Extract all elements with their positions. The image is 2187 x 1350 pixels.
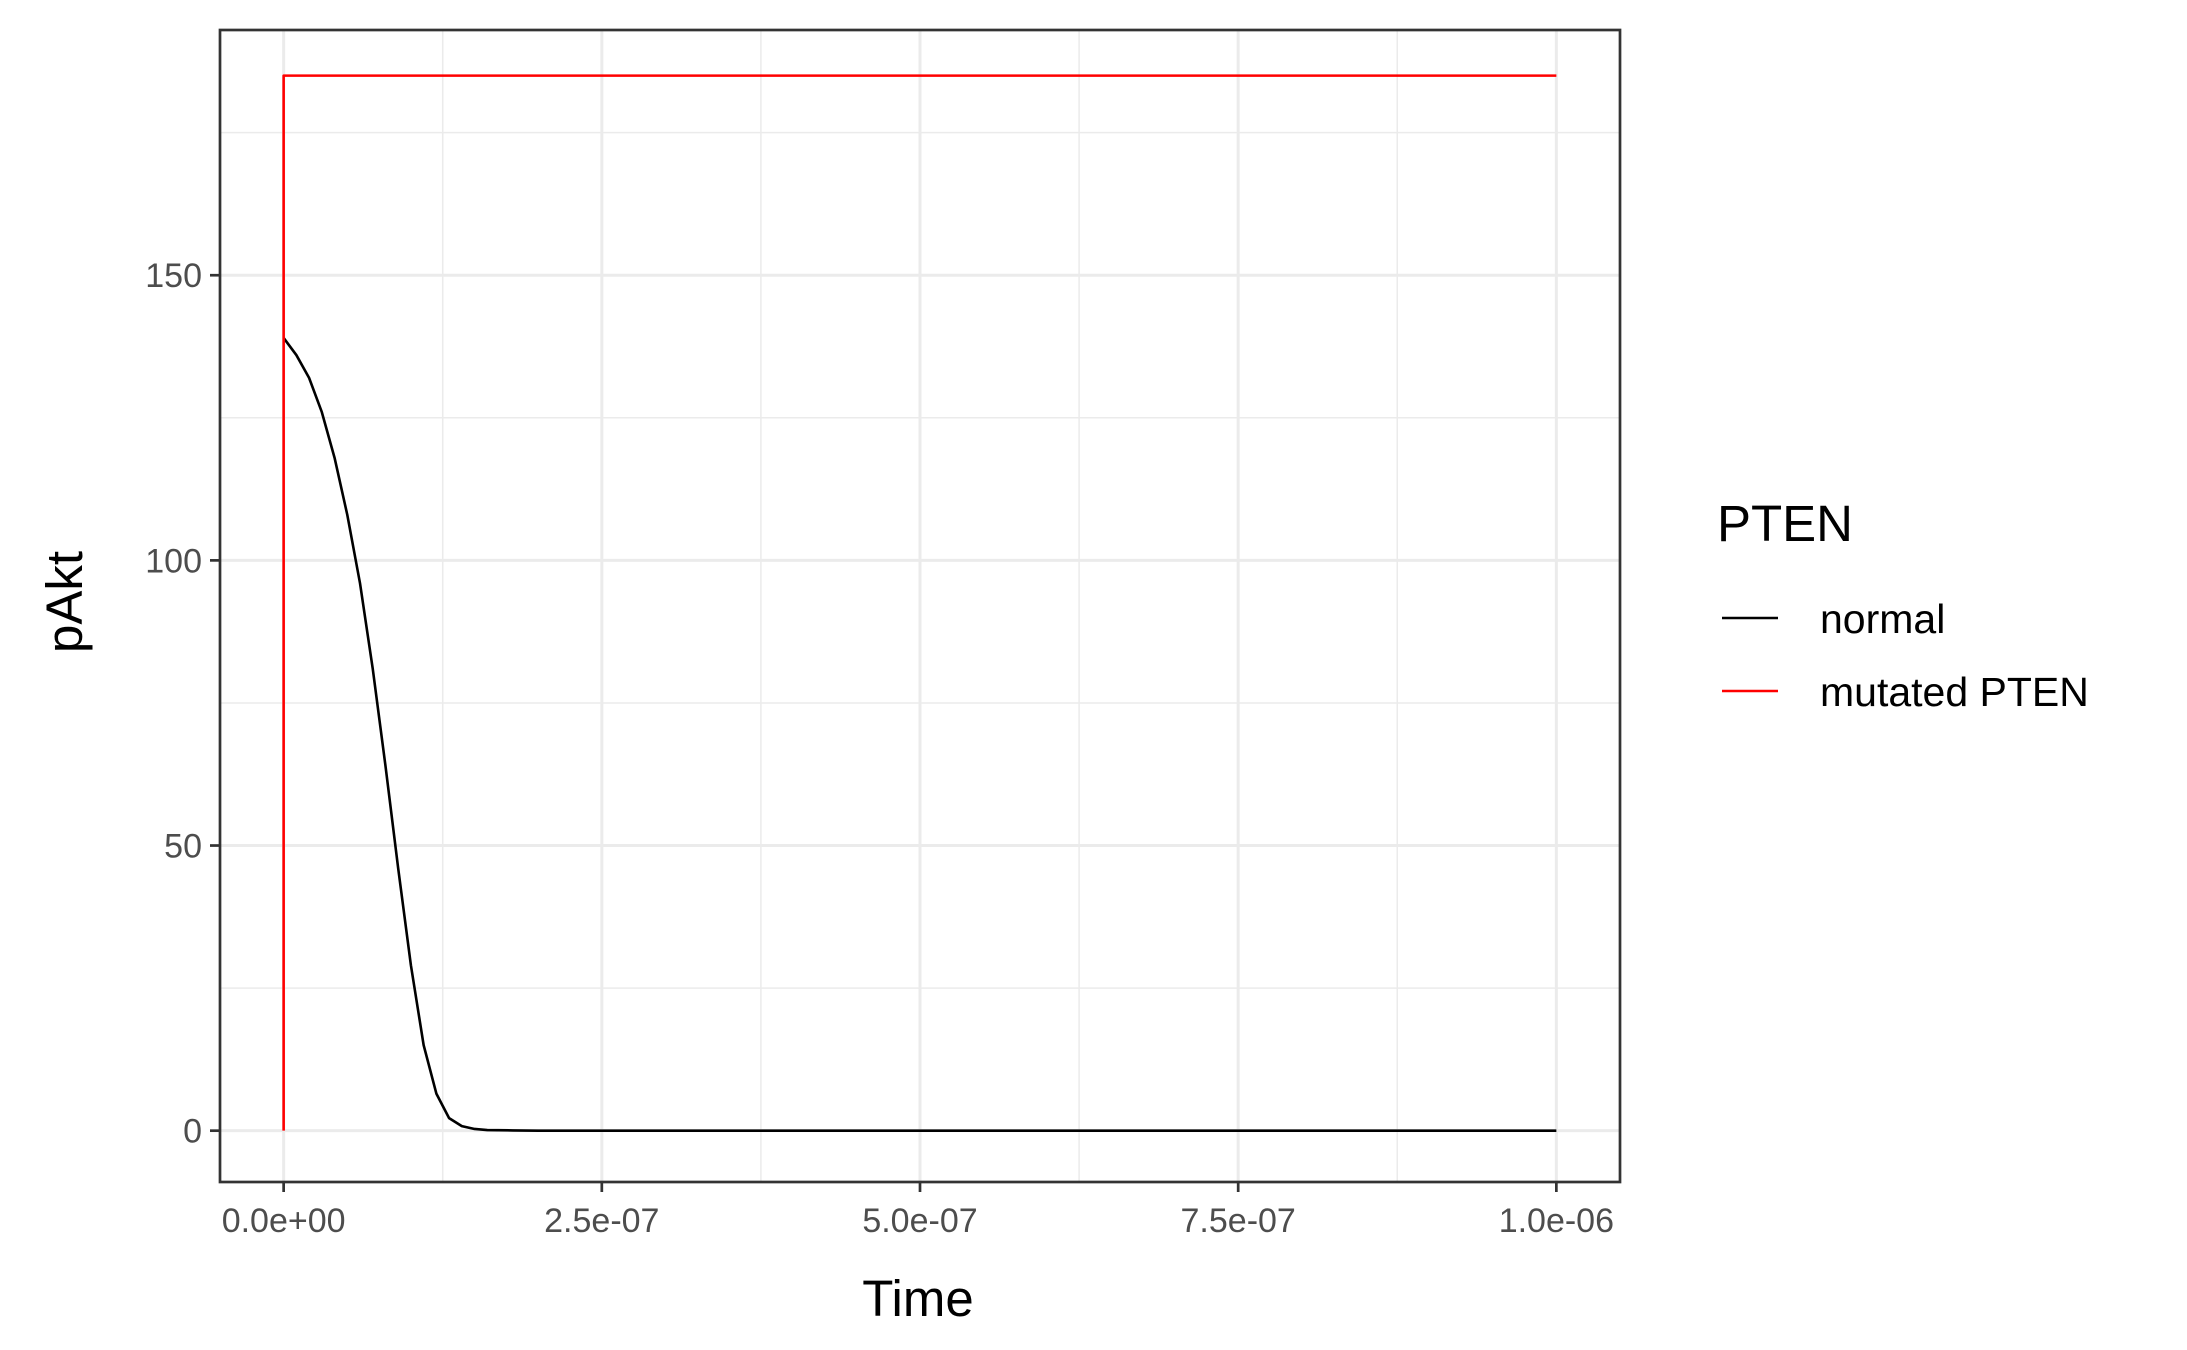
y-tick-label: 150 xyxy=(145,257,202,295)
series-line-normal xyxy=(282,337,1557,1132)
x-tick-label: 1.0e-06 xyxy=(1499,1202,1614,1240)
y-axis-title: pAkt xyxy=(36,551,93,653)
axis-ticks xyxy=(210,273,1558,1192)
y-tick-label: 50 xyxy=(164,828,202,866)
x-tick-label: 2.5e-07 xyxy=(544,1202,659,1240)
y-tick-label: 100 xyxy=(145,542,202,580)
tick-labels: 0.0e+00 2.5e-07 5.0e-07 7.5e-07 1.0e-06 0 50 10… xyxy=(145,257,1614,1240)
legend: PTEN normal mutated PTEN xyxy=(1717,495,2089,715)
legend-label-normal: normal xyxy=(1820,596,1945,642)
x-tick-label: 7.5e-07 xyxy=(1181,1202,1296,1240)
series-layer xyxy=(282,74,1557,1132)
x-tick-label: 5.0e-07 xyxy=(862,1202,977,1240)
series-line-mutated-pten xyxy=(282,74,1557,1131)
legend-title: PTEN xyxy=(1717,495,1853,552)
y-tick-label: 0 xyxy=(183,1113,202,1151)
x-axis-title: Time xyxy=(862,1270,973,1327)
x-tick-label: 0.0e+00 xyxy=(222,1202,346,1240)
legend-label-mutated-pten: mutated PTEN xyxy=(1820,669,2089,715)
